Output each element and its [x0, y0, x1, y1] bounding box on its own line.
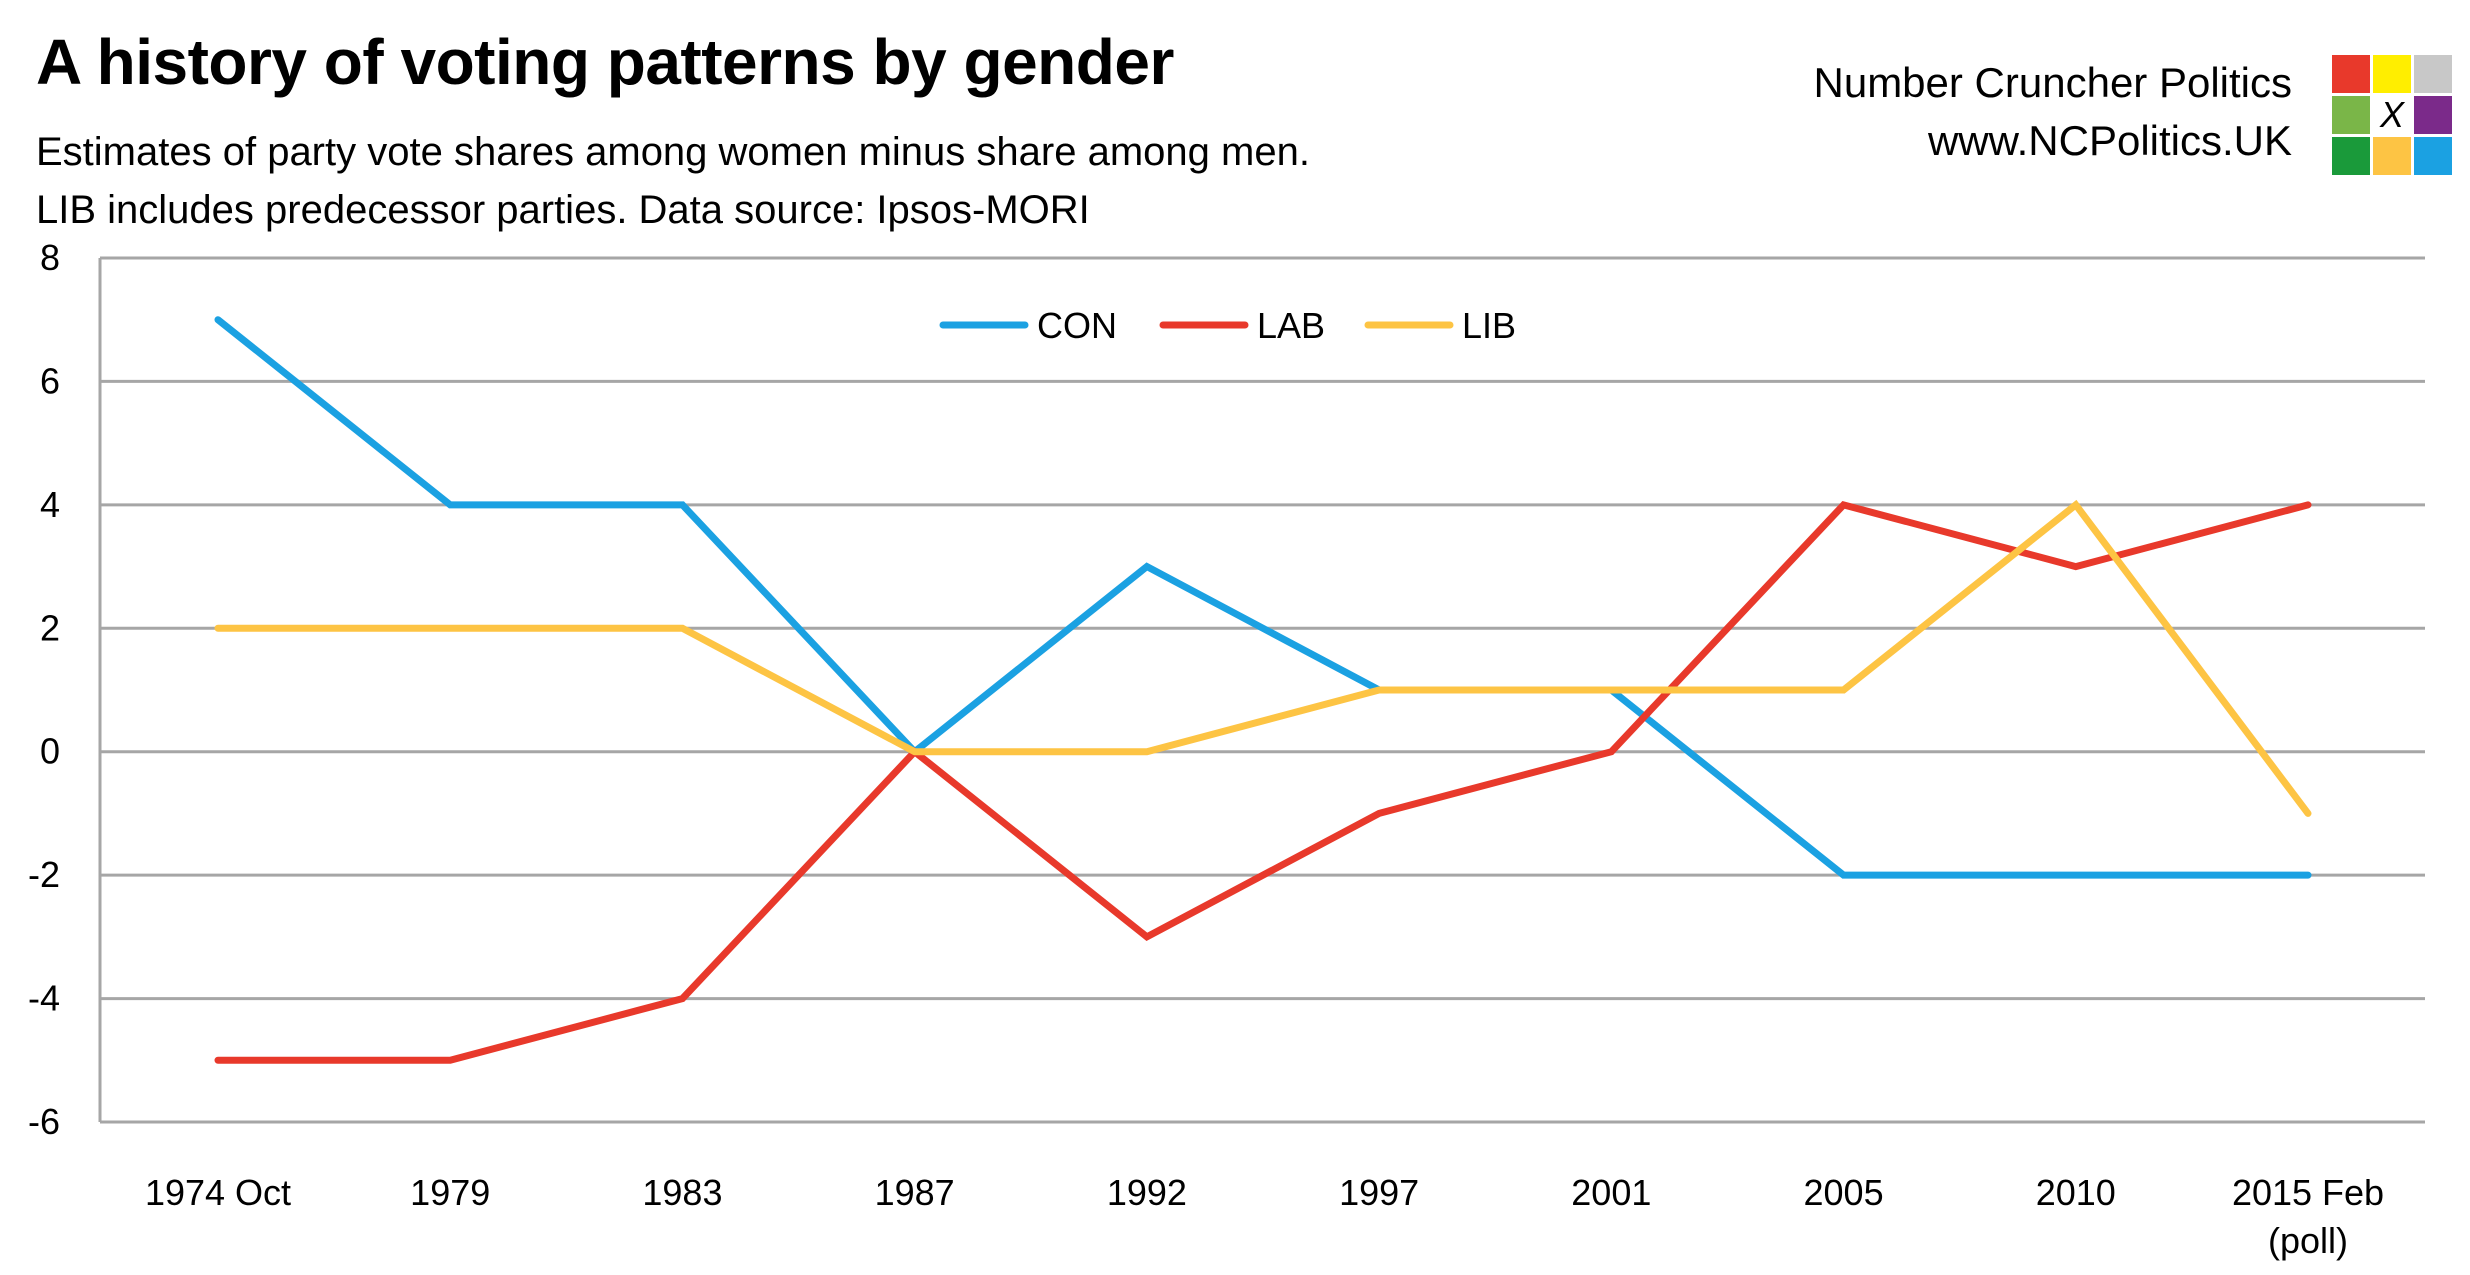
- legend-label-lib: LIB: [1462, 305, 1516, 346]
- logo-cell: [2332, 137, 2370, 175]
- x-tick-label: 2010: [2036, 1172, 2116, 1213]
- x-tick-label: 2001: [1571, 1172, 1651, 1213]
- x-tick-label: 1992: [1107, 1172, 1187, 1213]
- logo-cell: [2332, 55, 2370, 93]
- legend-label-lab: LAB: [1257, 305, 1325, 346]
- logo-cell: [2373, 137, 2411, 175]
- x-tick-label: 1987: [875, 1172, 955, 1213]
- logo-cell: [2414, 96, 2452, 134]
- series-line-lib: [214, 499, 2312, 817]
- x-tick-label: 1997: [1339, 1172, 1419, 1213]
- logo-cell: [2332, 96, 2370, 134]
- series-line-lab: [214, 500, 2312, 1064]
- chart-title: A history of voting patterns by gender: [36, 26, 1174, 98]
- chart-subtitle-line-1: Estimates of party vote shares among wom…: [36, 130, 1310, 174]
- series-line-con: [214, 316, 2312, 879]
- y-tick-label: 0: [40, 731, 60, 772]
- x-tick-label: 2005: [1804, 1172, 1884, 1213]
- brand-url: www.NCPolitics.UK: [1927, 117, 2292, 164]
- y-tick-label: 4: [40, 484, 60, 525]
- logo-cell: [2414, 137, 2452, 175]
- y-tick-label: -4: [28, 978, 60, 1019]
- legend-label-con: CON: [1037, 305, 1117, 346]
- chart-subtitle-line-2: LIB includes predecessor parties. Data s…: [36, 188, 1090, 232]
- x-tick-label: 1974 Oct: [145, 1172, 291, 1213]
- y-tick-label: -6: [28, 1101, 60, 1142]
- brand-name: Number Cruncher Politics: [1813, 59, 2293, 106]
- ncp-logo-icon: X: [2332, 55, 2452, 175]
- y-tick-label: 8: [40, 237, 60, 278]
- y-tick-label: 6: [40, 360, 60, 401]
- y-tick-label: 2: [40, 607, 60, 648]
- x-tick-label: 1979: [410, 1172, 490, 1213]
- logo-cell: X: [2373, 96, 2411, 134]
- y-tick-label: -2: [28, 854, 60, 895]
- x-tick-label: 1983: [642, 1172, 722, 1213]
- logo-cell: [2414, 55, 2452, 93]
- logo-mark: X: [2379, 94, 2404, 135]
- x-tick-label: 2015 Feb (poll): [2232, 1172, 2384, 1261]
- logo-cell: [2373, 55, 2411, 93]
